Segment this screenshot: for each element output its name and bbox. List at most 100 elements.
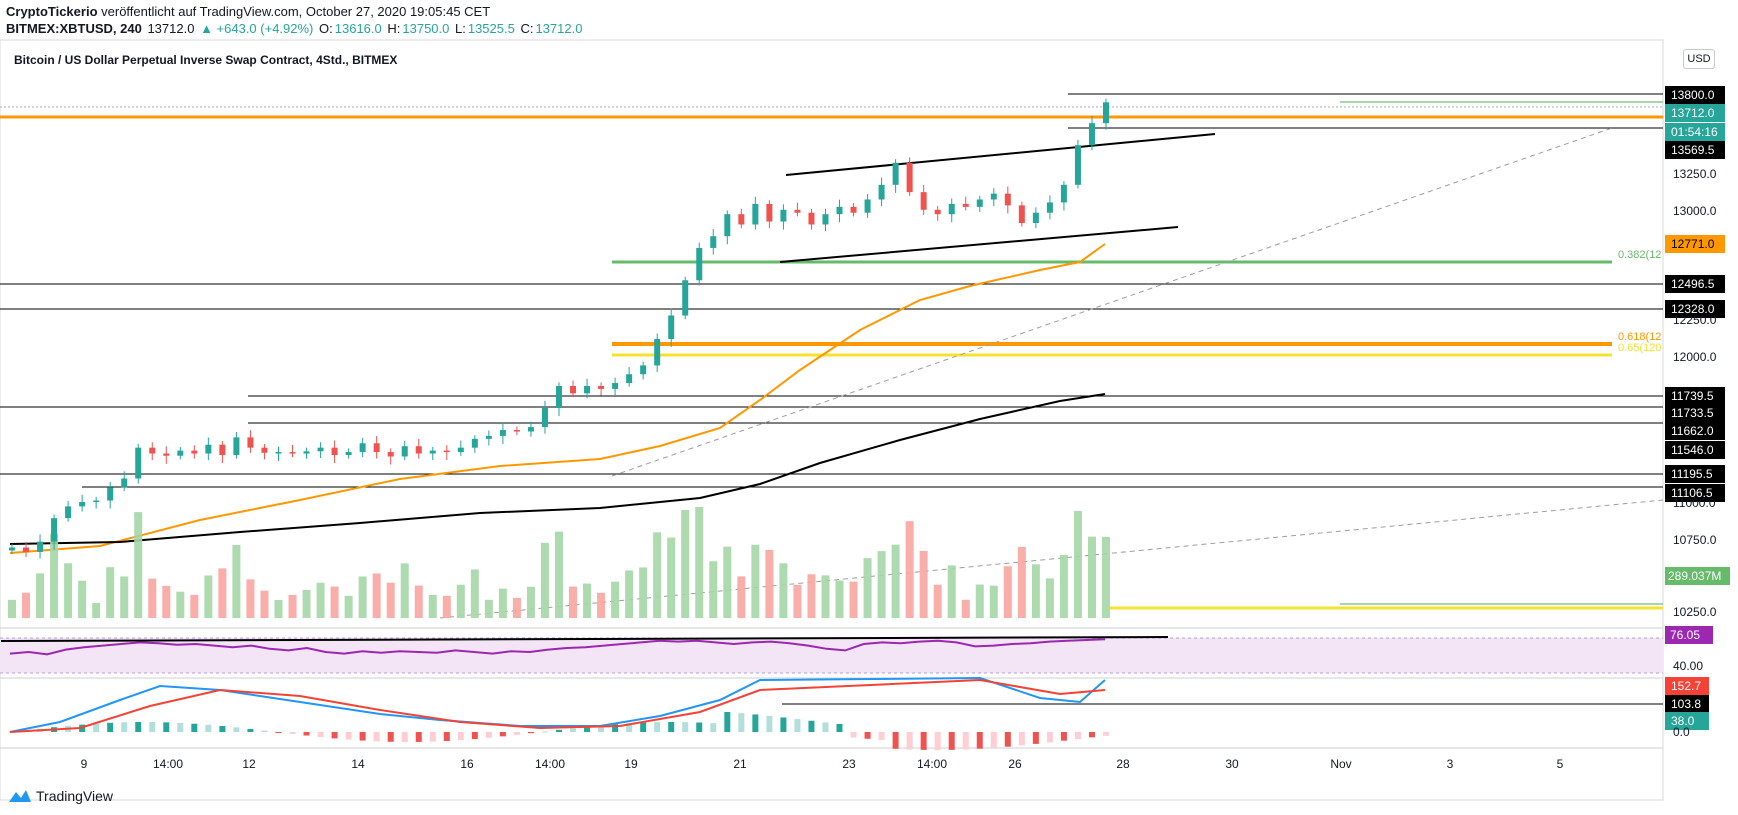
candle[interactable] [738, 208, 745, 229]
candle[interactable] [149, 442, 156, 461]
price-tag-p11546[interactable]: 11546.0 [1665, 441, 1725, 459]
candle[interactable] [429, 446, 436, 461]
candle[interactable] [9, 543, 15, 555]
volume-tag[interactable]: 289.037M [1665, 567, 1730, 585]
candle[interactable] [710, 229, 717, 255]
rsi-tag[interactable]: 76.05 [1665, 626, 1713, 644]
candle[interactable] [23, 542, 30, 558]
candle[interactable] [471, 435, 478, 453]
candle[interactable] [640, 361, 647, 380]
channel-upper-line[interactable] [785, 133, 1216, 176]
candle[interactable] [387, 448, 394, 465]
candle[interactable] [485, 430, 492, 446]
candle[interactable] [654, 333, 661, 373]
candle[interactable] [626, 367, 633, 387]
candle[interactable] [331, 440, 338, 464]
candle[interactable] [556, 382, 562, 417]
candle[interactable] [682, 276, 689, 320]
price-tag-p11733[interactable]: 11733.5 [1665, 404, 1725, 422]
candle[interactable] [1088, 115, 1095, 151]
candle[interactable] [598, 382, 605, 396]
candle[interactable] [878, 177, 885, 207]
candle[interactable] [948, 198, 955, 223]
tradingview-footer[interactable]: TradingView [8, 788, 113, 804]
candle[interactable] [121, 471, 128, 491]
candle[interactable] [79, 494, 86, 512]
candle[interactable] [612, 377, 619, 398]
candle[interactable] [864, 194, 871, 218]
candle[interactable] [906, 157, 913, 196]
price-tag-p12496[interactable]: 12496.5 [1665, 275, 1725, 293]
candle[interactable] [163, 446, 170, 464]
candle[interactable] [976, 195, 983, 212]
candle[interactable] [135, 443, 142, 484]
price-tag-p11106[interactable]: 11106.5 [1665, 484, 1725, 502]
candle[interactable] [1046, 195, 1053, 220]
price-tag-p13569[interactable]: 13569.5 [1665, 141, 1725, 159]
candle[interactable] [303, 447, 310, 459]
candle[interactable] [107, 481, 114, 509]
orange-moving-average[interactable] [9, 243, 1106, 554]
candle[interactable] [1004, 186, 1011, 214]
candle[interactable] [345, 448, 352, 459]
candle[interactable] [233, 431, 240, 459]
candle[interactable] [752, 196, 759, 230]
candle[interactable] [443, 445, 450, 461]
candle[interactable] [93, 496, 100, 509]
candle[interactable] [570, 380, 577, 398]
candle[interactable] [261, 443, 268, 460]
candle[interactable] [513, 426, 520, 436]
candle[interactable] [808, 209, 815, 230]
channel-lower-line[interactable] [779, 226, 1179, 263]
candle[interactable] [1018, 201, 1025, 227]
price-tag-p11195[interactable]: 11195.5 [1665, 465, 1725, 483]
macd-tag[interactable]: 152.7 [1665, 677, 1709, 695]
candle[interactable] [177, 446, 184, 460]
time-axis[interactable]: 9 14:00 12 14 16 14:00 19 21 23 14:00 26 28 30 Nov 3 5 [81, 757, 1564, 771]
symbol-label[interactable]: BITMEX:XBTUSD, 240 [6, 21, 142, 36]
rsi-trend-line[interactable] [0, 636, 1169, 642]
candle[interactable] [724, 210, 731, 245]
candle[interactable] [191, 445, 198, 459]
candle[interactable] [850, 203, 857, 217]
price-tag-p11739[interactable]: 11739.5 [1665, 387, 1725, 405]
price-tag-p13800[interactable]: 13800.0 [1665, 86, 1725, 104]
price-tag-p13712[interactable]: 13712.0 [1665, 104, 1725, 122]
candle[interactable] [920, 184, 927, 215]
candle[interactable] [499, 422, 506, 444]
candle[interactable] [934, 206, 941, 221]
candle[interactable] [527, 421, 534, 437]
candle[interactable] [289, 444, 296, 458]
black-moving-average[interactable] [9, 393, 1106, 545]
price-tag-p11662[interactable]: 11662.0 [1665, 422, 1725, 440]
candle[interactable] [247, 430, 254, 453]
macd-tag[interactable]: 103.8 [1665, 695, 1709, 713]
candle[interactable] [780, 204, 787, 230]
candle[interactable] [275, 446, 282, 461]
dashed-trend-lower[interactable] [439, 499, 1664, 619]
dashed-trend-upper[interactable] [611, 127, 1613, 477]
candle[interactable] [892, 159, 899, 193]
candle[interactable] [962, 196, 969, 211]
candle[interactable] [37, 534, 44, 559]
price-tag-p12328[interactable]: 12328.0 [1665, 300, 1725, 318]
currency-button[interactable]: USD [1683, 49, 1715, 69]
candle[interactable] [1032, 207, 1039, 229]
macd-line[interactable] [9, 676, 1106, 733]
candle[interactable] [205, 437, 212, 461]
price-axis[interactable]: 13800.0 13712.0 01:54:16 13569.5 12771.0 1249… [1665, 86, 1730, 739]
macd-signal-line[interactable] [9, 678, 1106, 733]
candle[interactable] [1060, 181, 1067, 211]
candle[interactable] [1074, 139, 1081, 189]
candle[interactable] [668, 308, 675, 348]
price-tag-p12771[interactable]: 12771.0 [1665, 235, 1725, 253]
rsi-line[interactable] [9, 638, 1106, 656]
price-tag-countdown[interactable]: 01:54:16 [1665, 123, 1725, 141]
candle[interactable] [584, 378, 591, 399]
candle[interactable] [766, 200, 773, 229]
candle[interactable] [51, 514, 58, 550]
candle[interactable] [219, 441, 226, 464]
candle[interactable] [836, 199, 843, 223]
candle[interactable] [696, 242, 703, 286]
